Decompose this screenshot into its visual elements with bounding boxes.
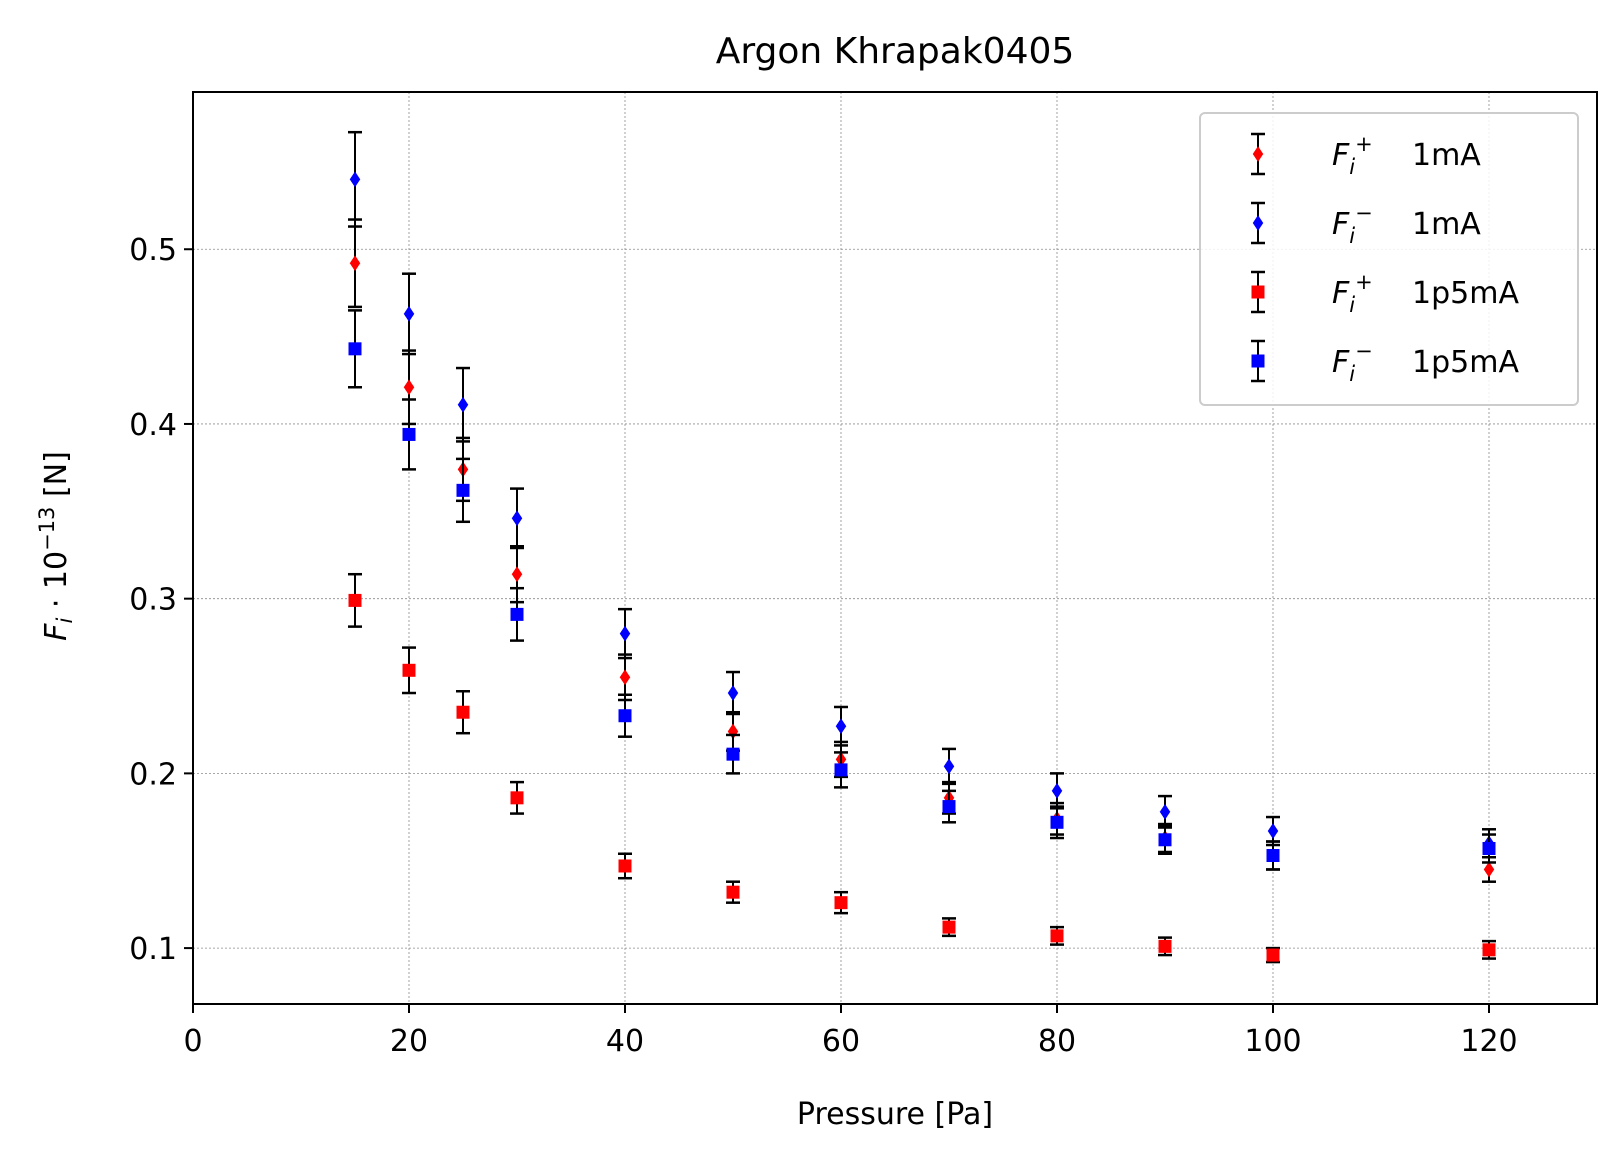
legend-label-suffix: 1p5mA (1412, 345, 1519, 380)
data-point (511, 510, 523, 527)
data-point (942, 920, 956, 934)
legend-label-superscript: − (1355, 201, 1373, 225)
data-point (456, 705, 470, 719)
x-tick-label: 120 (1460, 1024, 1517, 1059)
x-tick-label: 80 (1038, 1024, 1076, 1059)
legend-label-subscript: i (1349, 362, 1355, 386)
y-axis-label-symbol: F (39, 623, 74, 641)
legend-label-suffix: 1p5mA (1412, 276, 1519, 311)
data-point (1158, 833, 1172, 847)
legend-label-symbol: F (1332, 207, 1350, 242)
data-point (726, 885, 740, 899)
data-point (348, 593, 362, 607)
data-point (403, 305, 415, 322)
data-point (457, 396, 469, 413)
data-point (1050, 815, 1064, 829)
y-tick-label: 0.5 (129, 233, 177, 268)
data-point (402, 663, 416, 677)
y-axis-label-exponent: −13 (35, 507, 59, 551)
series (348, 309, 1496, 871)
data-point (1051, 782, 1063, 799)
data-point (349, 171, 361, 188)
legend-marker (1251, 285, 1265, 299)
data-point (835, 718, 847, 735)
data-point (1266, 848, 1280, 862)
data-point (349, 255, 361, 272)
x-tick-label: 40 (606, 1024, 644, 1059)
data-point (942, 800, 956, 814)
data-point (727, 685, 739, 701)
chart-title: Argon Khrapak0405 (716, 31, 1075, 72)
data-point (510, 791, 524, 805)
data-point (348, 342, 362, 356)
series (348, 572, 1496, 964)
legend-marker (1251, 354, 1265, 368)
plot-frame (192, 91, 1598, 1005)
data-point (618, 709, 632, 723)
data-point (618, 859, 632, 873)
data-point (1482, 842, 1496, 856)
data-point (834, 896, 848, 910)
axes: 0 20 40 60 80 100 120 0.1 0.2 0.3 0.4 0.5 (129, 233, 1517, 1059)
data-point (726, 747, 740, 761)
legend-box (1199, 112, 1579, 406)
y-axis-label-subscript: i (53, 618, 77, 624)
legend-label-superscript: + (1355, 270, 1373, 294)
data-point (619, 625, 631, 642)
data-point (402, 427, 416, 441)
x-tick-label: 20 (390, 1024, 428, 1059)
legend-label-symbol: F (1332, 138, 1350, 173)
y-tick-label: 0.1 (129, 932, 177, 967)
y-tick-label: 0.2 (129, 757, 177, 792)
x-tick-label: 0 (183, 1024, 202, 1059)
data-point (943, 758, 955, 775)
legend-label: Fi+ 1p5mA (1332, 270, 1519, 317)
data-point (1267, 823, 1279, 839)
y-tick-label: 0.4 (129, 408, 177, 443)
y-axis-label-mid: · 10 (39, 551, 74, 618)
legend-label: Fi+ 1mA (1332, 132, 1481, 179)
legend-label-subscript: i (1349, 155, 1355, 179)
y-axis-label: Fi · 10−13 [N] (35, 451, 77, 641)
data-point (403, 379, 415, 396)
legend-item: Fi− 1p5mA (1251, 339, 1519, 386)
legend-item: Fi+ 1p5mA (1251, 270, 1519, 317)
data-point (834, 763, 848, 777)
legend-label-suffix: 1mA (1412, 138, 1481, 173)
data-point (1482, 943, 1496, 957)
legend-item: Fi− 1mA (1251, 201, 1481, 248)
x-tick-label: 100 (1244, 1024, 1301, 1059)
x-tick-label: 60 (822, 1024, 860, 1059)
legend-label-superscript: − (1355, 339, 1373, 363)
legend-item: Fi+ 1mA (1251, 132, 1481, 179)
legend-marker (1252, 146, 1264, 162)
data-point (511, 566, 523, 583)
data-point (1050, 929, 1064, 943)
y-axis-label-unit: [N] (39, 451, 74, 506)
data-point (1158, 939, 1172, 953)
data-point (1159, 803, 1171, 820)
legend-label: Fi− 1p5mA (1332, 339, 1519, 386)
legend-label: Fi− 1mA (1332, 201, 1481, 248)
legend-label-suffix: 1mA (1412, 207, 1481, 242)
data-point (456, 483, 470, 497)
legend-marker (1252, 215, 1264, 231)
y-tick-label: 0.3 (129, 583, 177, 618)
data-point (1266, 948, 1280, 962)
legend-label-superscript: + (1355, 132, 1373, 156)
legend-label-subscript: i (1349, 293, 1355, 317)
data-point (1483, 861, 1495, 878)
legend-label-symbol: F (1332, 276, 1350, 311)
legend-label-symbol: F (1332, 345, 1350, 380)
data-point (510, 607, 524, 621)
data-point (619, 669, 631, 686)
legend-label-subscript: i (1349, 224, 1355, 248)
x-axis-label: Pressure [Pa] (797, 1097, 993, 1132)
plot-data (348, 130, 1496, 964)
